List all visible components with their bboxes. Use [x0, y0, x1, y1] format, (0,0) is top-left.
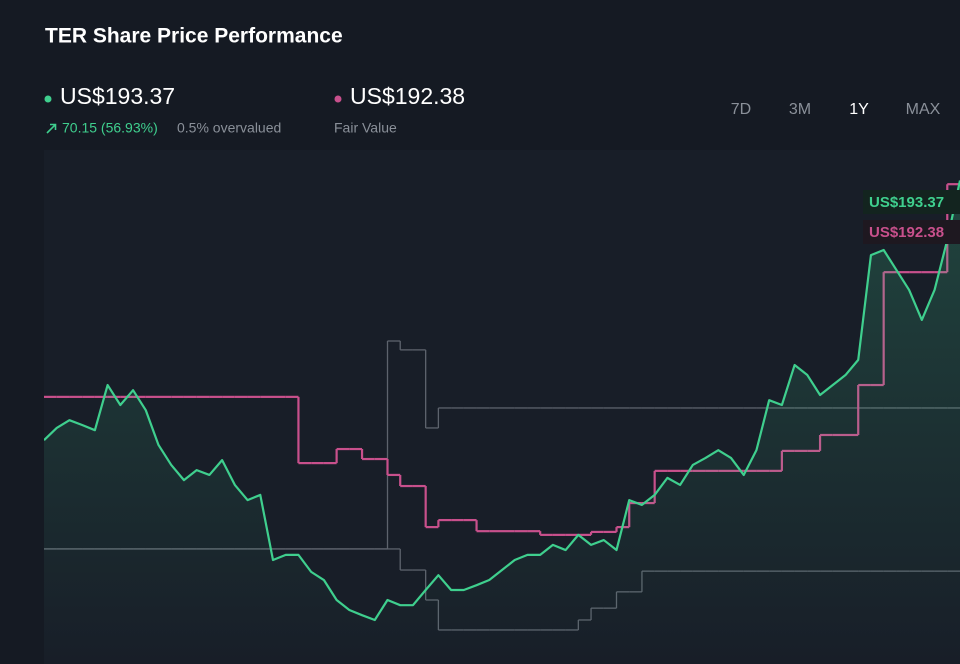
chart-title: TER Share Price Performance [45, 25, 343, 48]
end-label-box [863, 220, 960, 244]
end-label: US$193.37 [869, 194, 944, 211]
end-label-box [863, 190, 960, 214]
valuation: 0.5% overvalued [177, 120, 281, 136]
price-line [44, 180, 960, 622]
price-area [44, 180, 960, 664]
period-button[interactable]: MAX [906, 101, 941, 118]
period-selector: 7D 3M 1Y MAX [731, 101, 941, 118]
price-change: 70.15 (56.93%) [62, 120, 158, 136]
period-button[interactable]: 7D [731, 101, 751, 118]
period-button[interactable]: 1Y [849, 101, 869, 118]
fair-value: US$192.38 [350, 83, 465, 109]
price-dot [44, 95, 52, 103]
up-arrow [46, 123, 57, 134]
end-label: US$192.38 [869, 224, 944, 241]
plot [44, 180, 960, 664]
price: US$193.37 [60, 83, 175, 109]
fair-value-label: Fair Value [334, 120, 397, 136]
period-button[interactable]: 3M [789, 101, 811, 118]
fair-value-dot [334, 95, 342, 103]
end-labels: US$193.37 US$192.38 [863, 190, 960, 244]
